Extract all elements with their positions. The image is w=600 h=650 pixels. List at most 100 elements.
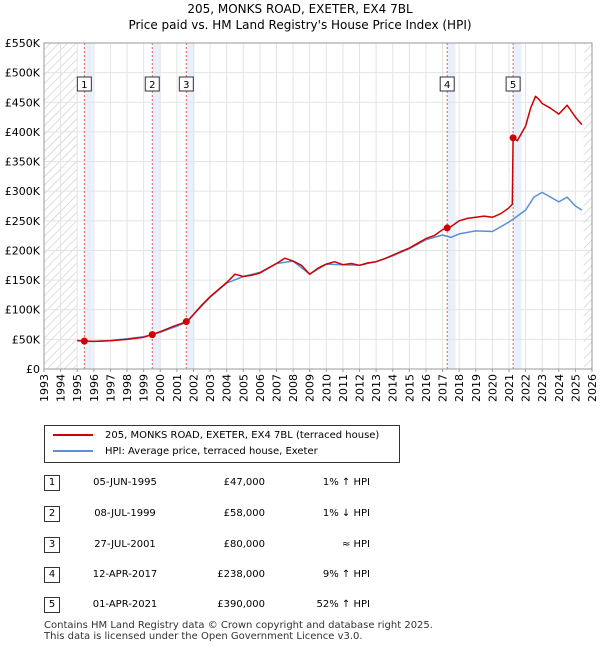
transaction-hpi: 1% ↑ HPI	[322, 477, 370, 488]
x-tick-label: 2013	[370, 374, 383, 402]
table-row: 2 08-JUL-1999 £58,000 1% ↓ HPI	[0, 505, 600, 523]
x-tick-label: 2006	[254, 374, 267, 402]
y-tick-label: £200K	[5, 244, 41, 257]
transaction-band	[513, 43, 522, 369]
transaction-hpi: ≈ HPI	[341, 539, 370, 550]
y-tick-label: £50K	[12, 333, 41, 346]
x-tick-label: 2011	[337, 374, 350, 402]
legend-item-property: 205, MONKS ROAD, EXETER, EX4 7BL (terrac…	[53, 429, 379, 443]
transaction-label-box	[76, 76, 92, 92]
transaction-date: 27-JUL-2001	[94, 539, 156, 550]
y-tick-label: £550K	[5, 37, 41, 50]
transaction-band	[152, 43, 161, 369]
y-tick-label: £500K	[5, 67, 41, 80]
transaction-price: £80,000	[223, 539, 265, 550]
transaction-point	[182, 318, 190, 326]
transaction-point	[443, 224, 451, 232]
x-tick-label: 1997	[104, 374, 117, 402]
y-tick-label: £350K	[5, 156, 41, 169]
x-tick-label: 2012	[354, 374, 367, 402]
y-tick-label: £150K	[5, 274, 41, 287]
x-tick-label: 2018	[453, 374, 466, 402]
transaction-date: 08-JUL-1999	[94, 508, 156, 519]
transaction-date: 01-APR-2021	[92, 599, 158, 610]
transaction-number: 3	[44, 537, 60, 553]
transaction-label-box	[178, 76, 194, 92]
transaction-label: 5	[510, 80, 516, 91]
x-tick-label: 1994	[55, 374, 68, 402]
transaction-number: 2	[44, 506, 60, 522]
x-tick-label: 2007	[270, 374, 283, 402]
transaction-band	[84, 43, 93, 369]
y-tick-label: £0	[26, 363, 40, 376]
transaction-label-box	[144, 76, 160, 92]
transaction-point	[80, 337, 88, 345]
x-tick-label: 1993	[38, 374, 51, 402]
y-tick-label: £450K	[5, 96, 41, 109]
plot-frame	[43, 42, 593, 370]
x-tick-label: 2001	[171, 374, 184, 402]
transaction-label: 1	[81, 80, 87, 91]
hatch-region-end	[583, 43, 592, 369]
x-tick-label: 1999	[138, 374, 151, 402]
transaction-date: 12-APR-2017	[92, 569, 158, 580]
transaction-label-box	[439, 76, 455, 92]
chart-subtitle: Price paid vs. HM Land Registry's House …	[128, 18, 472, 32]
table-row: 5 01-APR-2021 £390,000 52% ↑ HPI	[0, 596, 600, 614]
x-tick-label: 2023	[536, 374, 549, 402]
x-tick-label: 2022	[520, 374, 533, 402]
x-tick-label: 2004	[221, 374, 234, 402]
table-row: 1 05-JUN-1995 £47,000 1% ↑ HPI	[0, 474, 600, 492]
x-tick-label: 2008	[287, 374, 300, 402]
x-tick-label: 2002	[187, 374, 200, 402]
x-tick-label: 2025	[569, 374, 582, 402]
x-tick-label: 1996	[88, 374, 101, 402]
x-tick-label: 2010	[320, 374, 333, 402]
x-tick-label: 2003	[204, 374, 217, 402]
plot-area	[44, 43, 592, 369]
x-tick-label: 1995	[71, 374, 84, 402]
transaction-label: 4	[444, 80, 450, 91]
x-tick-label: 2015	[403, 374, 416, 402]
x-tick-label: 1998	[121, 374, 134, 402]
footer-note: Contains HM Land Registry data © Crown c…	[44, 620, 433, 642]
x-tick-label: 2017	[437, 374, 450, 402]
transaction-hpi: 1% ↓ HPI	[322, 508, 370, 519]
legend-item-hpi: HPI: Average price, terraced house, Exet…	[53, 445, 318, 459]
transaction-date: 05-JUN-1995	[93, 477, 157, 488]
x-tick-label: 2000	[154, 374, 167, 402]
transaction-band	[447, 43, 456, 369]
transaction-hpi: 9% ↑ HPI	[322, 569, 370, 580]
y-tick-label: £250K	[5, 215, 41, 228]
footer-line-2: This data is licensed under the Open Gov…	[44, 631, 363, 642]
transaction-hpi: 52% ↑ HPI	[316, 599, 370, 610]
x-tick-label: 2020	[486, 374, 499, 402]
table-row: 4 12-APR-2017 £238,000 9% ↑ HPI	[0, 566, 600, 584]
x-tick-label: 2014	[387, 374, 400, 402]
transaction-price: £390,000	[217, 599, 265, 610]
y-tick-label: £400K	[5, 126, 41, 139]
x-tick-label: 2009	[304, 374, 317, 402]
legend-swatch-property	[53, 434, 93, 436]
x-tick-label: 2026	[586, 374, 599, 402]
legend-label-property: 205, MONKS ROAD, EXETER, EX4 7BL (terrac…	[105, 430, 380, 441]
y-tick-label: £100K	[5, 304, 41, 317]
x-tick-label: 2024	[553, 374, 566, 402]
transaction-number: 1	[44, 475, 60, 491]
transaction-label: 3	[183, 80, 189, 91]
transaction-band	[186, 43, 195, 369]
transaction-point	[148, 331, 156, 339]
x-tick-label: 2016	[420, 374, 433, 402]
x-tick-label: 2005	[237, 374, 250, 402]
y-tick-label: £300K	[5, 185, 41, 198]
transaction-price: £58,000	[223, 508, 265, 519]
transaction-label: 2	[149, 80, 155, 91]
transaction-label-box	[505, 76, 521, 92]
transaction-point	[509, 134, 517, 142]
chart-legend: 205, MONKS ROAD, EXETER, EX4 7BL (terrac…	[44, 425, 400, 463]
price-chart: 1 2 3 4 5 £0 £50K £100K £150K £200K £250K £300K £350…	[5, 37, 599, 402]
x-tick-label: 2021	[503, 374, 516, 402]
legend-label-hpi: HPI: Average price, terraced house, Exet…	[105, 446, 318, 457]
chart-title: 205, MONKS ROAD, EXETER, EX4 7BL	[187, 2, 413, 16]
transaction-number: 4	[44, 567, 60, 583]
